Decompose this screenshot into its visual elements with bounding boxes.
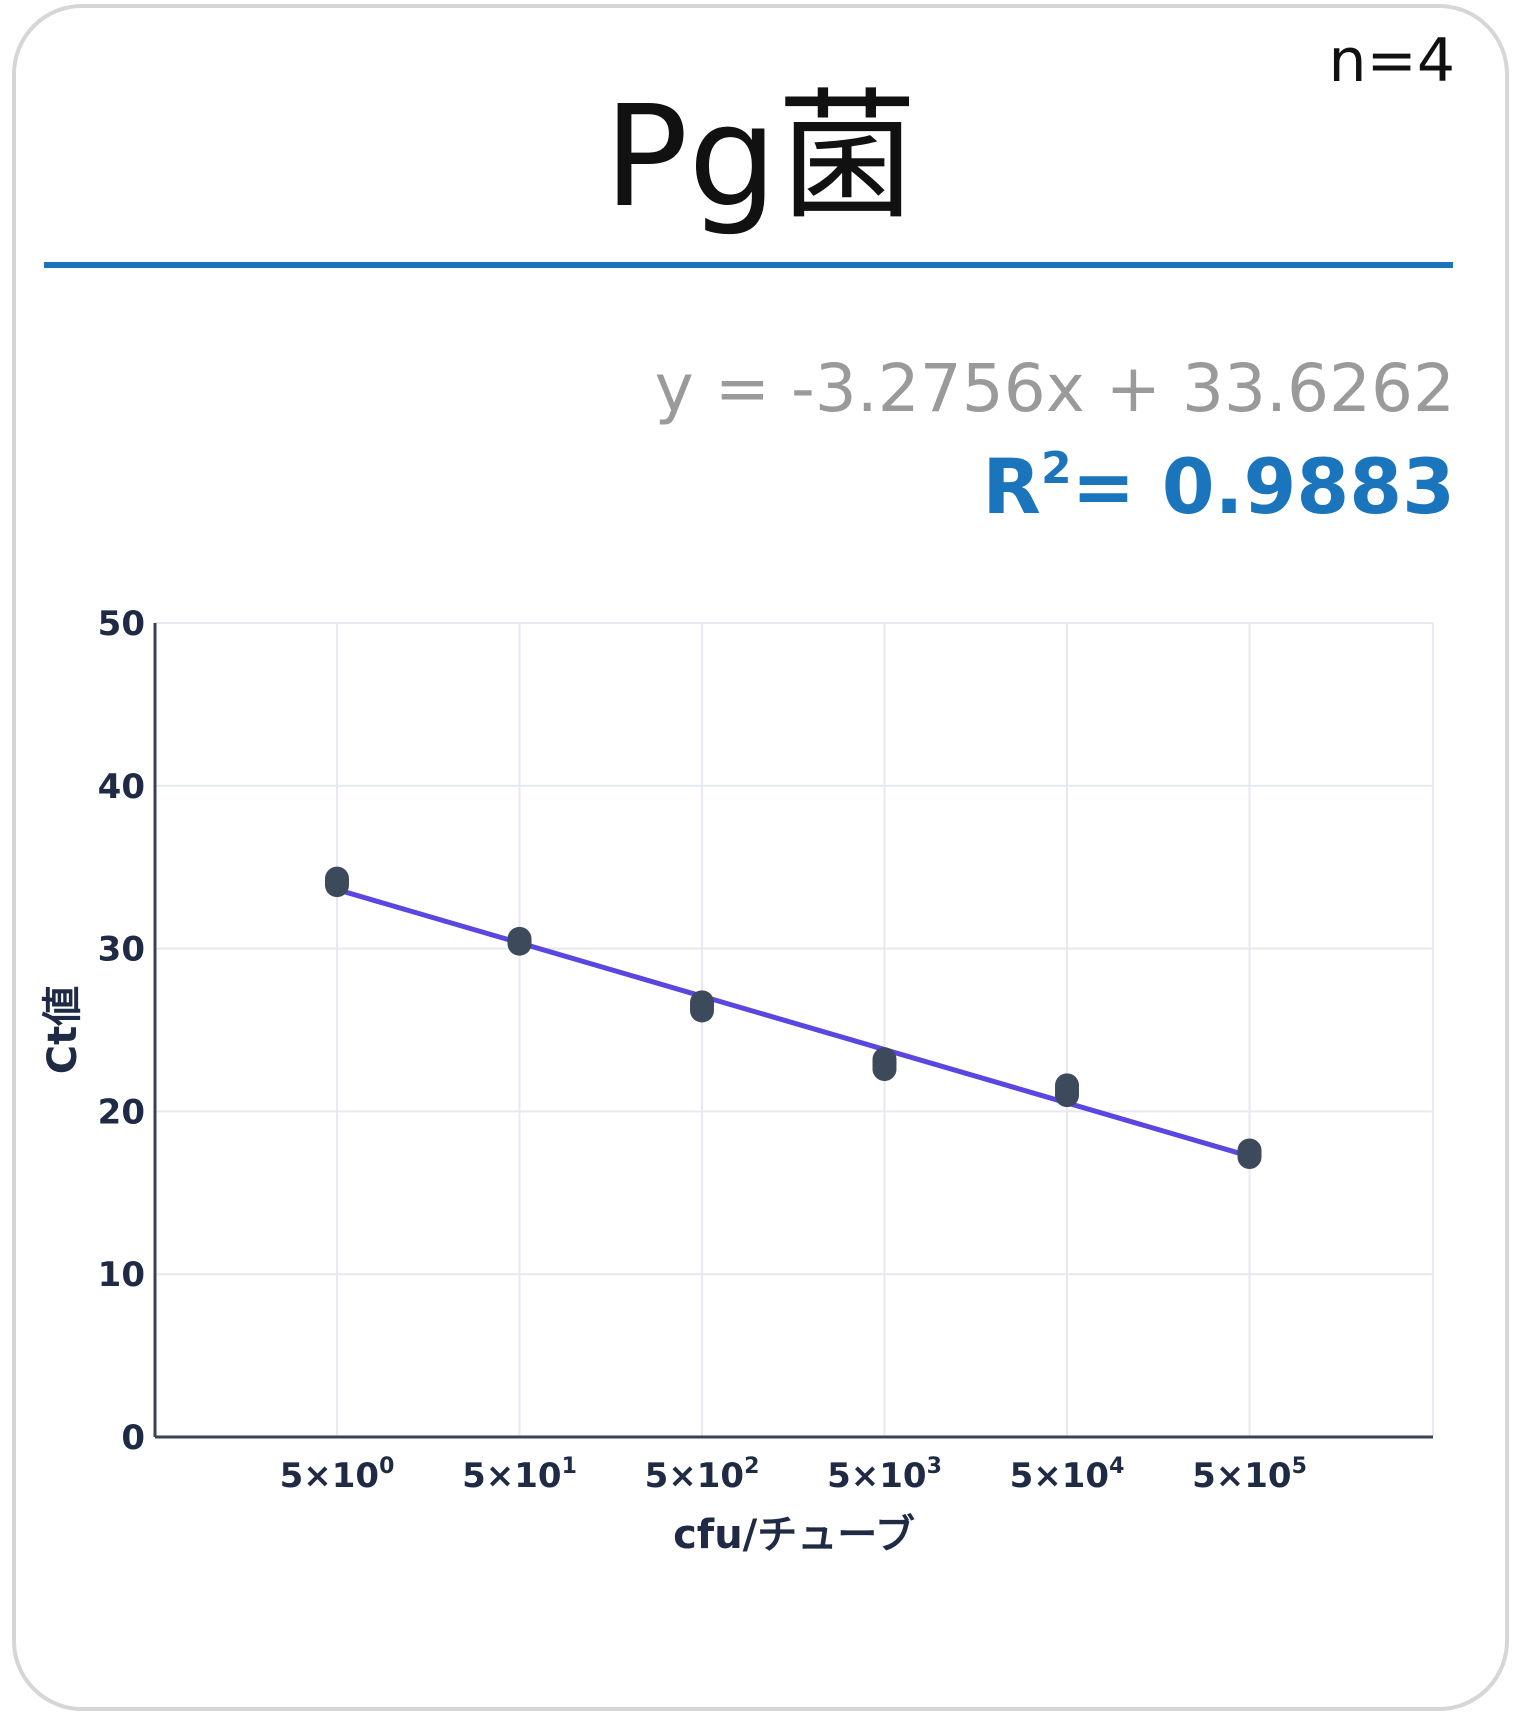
- grid-layer: [155, 622, 1434, 1438]
- chart-card: [12, 4, 1509, 1711]
- r-squared-symbol: R: [982, 442, 1041, 531]
- x-tick-label: 5×103: [827, 1454, 942, 1496]
- y-tick-label: 10: [98, 1255, 145, 1295]
- fit-line-layer: [336, 887, 1251, 1159]
- r-squared-exponent: 2: [1040, 443, 1072, 494]
- y-tick-label: 20: [98, 1092, 145, 1132]
- y-axis-title: Ct値: [40, 986, 86, 1074]
- data-point: [872, 1053, 897, 1078]
- x-tick-label: 5×100: [280, 1454, 395, 1496]
- data-point: [1055, 1079, 1079, 1104]
- x-tick-label: 5×101: [462, 1454, 577, 1496]
- r-squared-value: R2= 0.9883: [982, 442, 1455, 531]
- title-divider: [44, 262, 1453, 268]
- x-tick-label: 5×102: [645, 1454, 760, 1496]
- regression-line: [336, 887, 1251, 1159]
- axis-layer: [153, 623, 1433, 1439]
- data-point: [507, 930, 532, 955]
- data-point: [690, 996, 714, 1021]
- x-tick-label: 5×104: [1010, 1454, 1125, 1496]
- data-points-layer: [325, 866, 1262, 1169]
- data-point: [1237, 1143, 1262, 1168]
- tick-labels-layer: 0 10 20 30 40 50 5×100 5×101 5×102 5×103 5×104 5×10…: [98, 604, 1307, 1496]
- y-tick-label: 30: [98, 930, 145, 970]
- x-axis-title: cfu/チューブ: [673, 1512, 915, 1558]
- r-squared-number: = 0.9883: [1071, 442, 1455, 531]
- data-point: [325, 873, 349, 898]
- x-tick-label: 5×105: [1192, 1454, 1307, 1496]
- sample-size-label: n=4: [1328, 26, 1455, 96]
- y-tick-label: 50: [98, 604, 145, 644]
- y-tick-label: 40: [98, 767, 145, 807]
- chart-title: Pg菌: [603, 76, 918, 239]
- regression-equation: y = -3.2756x + 33.6262: [654, 350, 1455, 427]
- y-tick-label: 0: [121, 1418, 145, 1458]
